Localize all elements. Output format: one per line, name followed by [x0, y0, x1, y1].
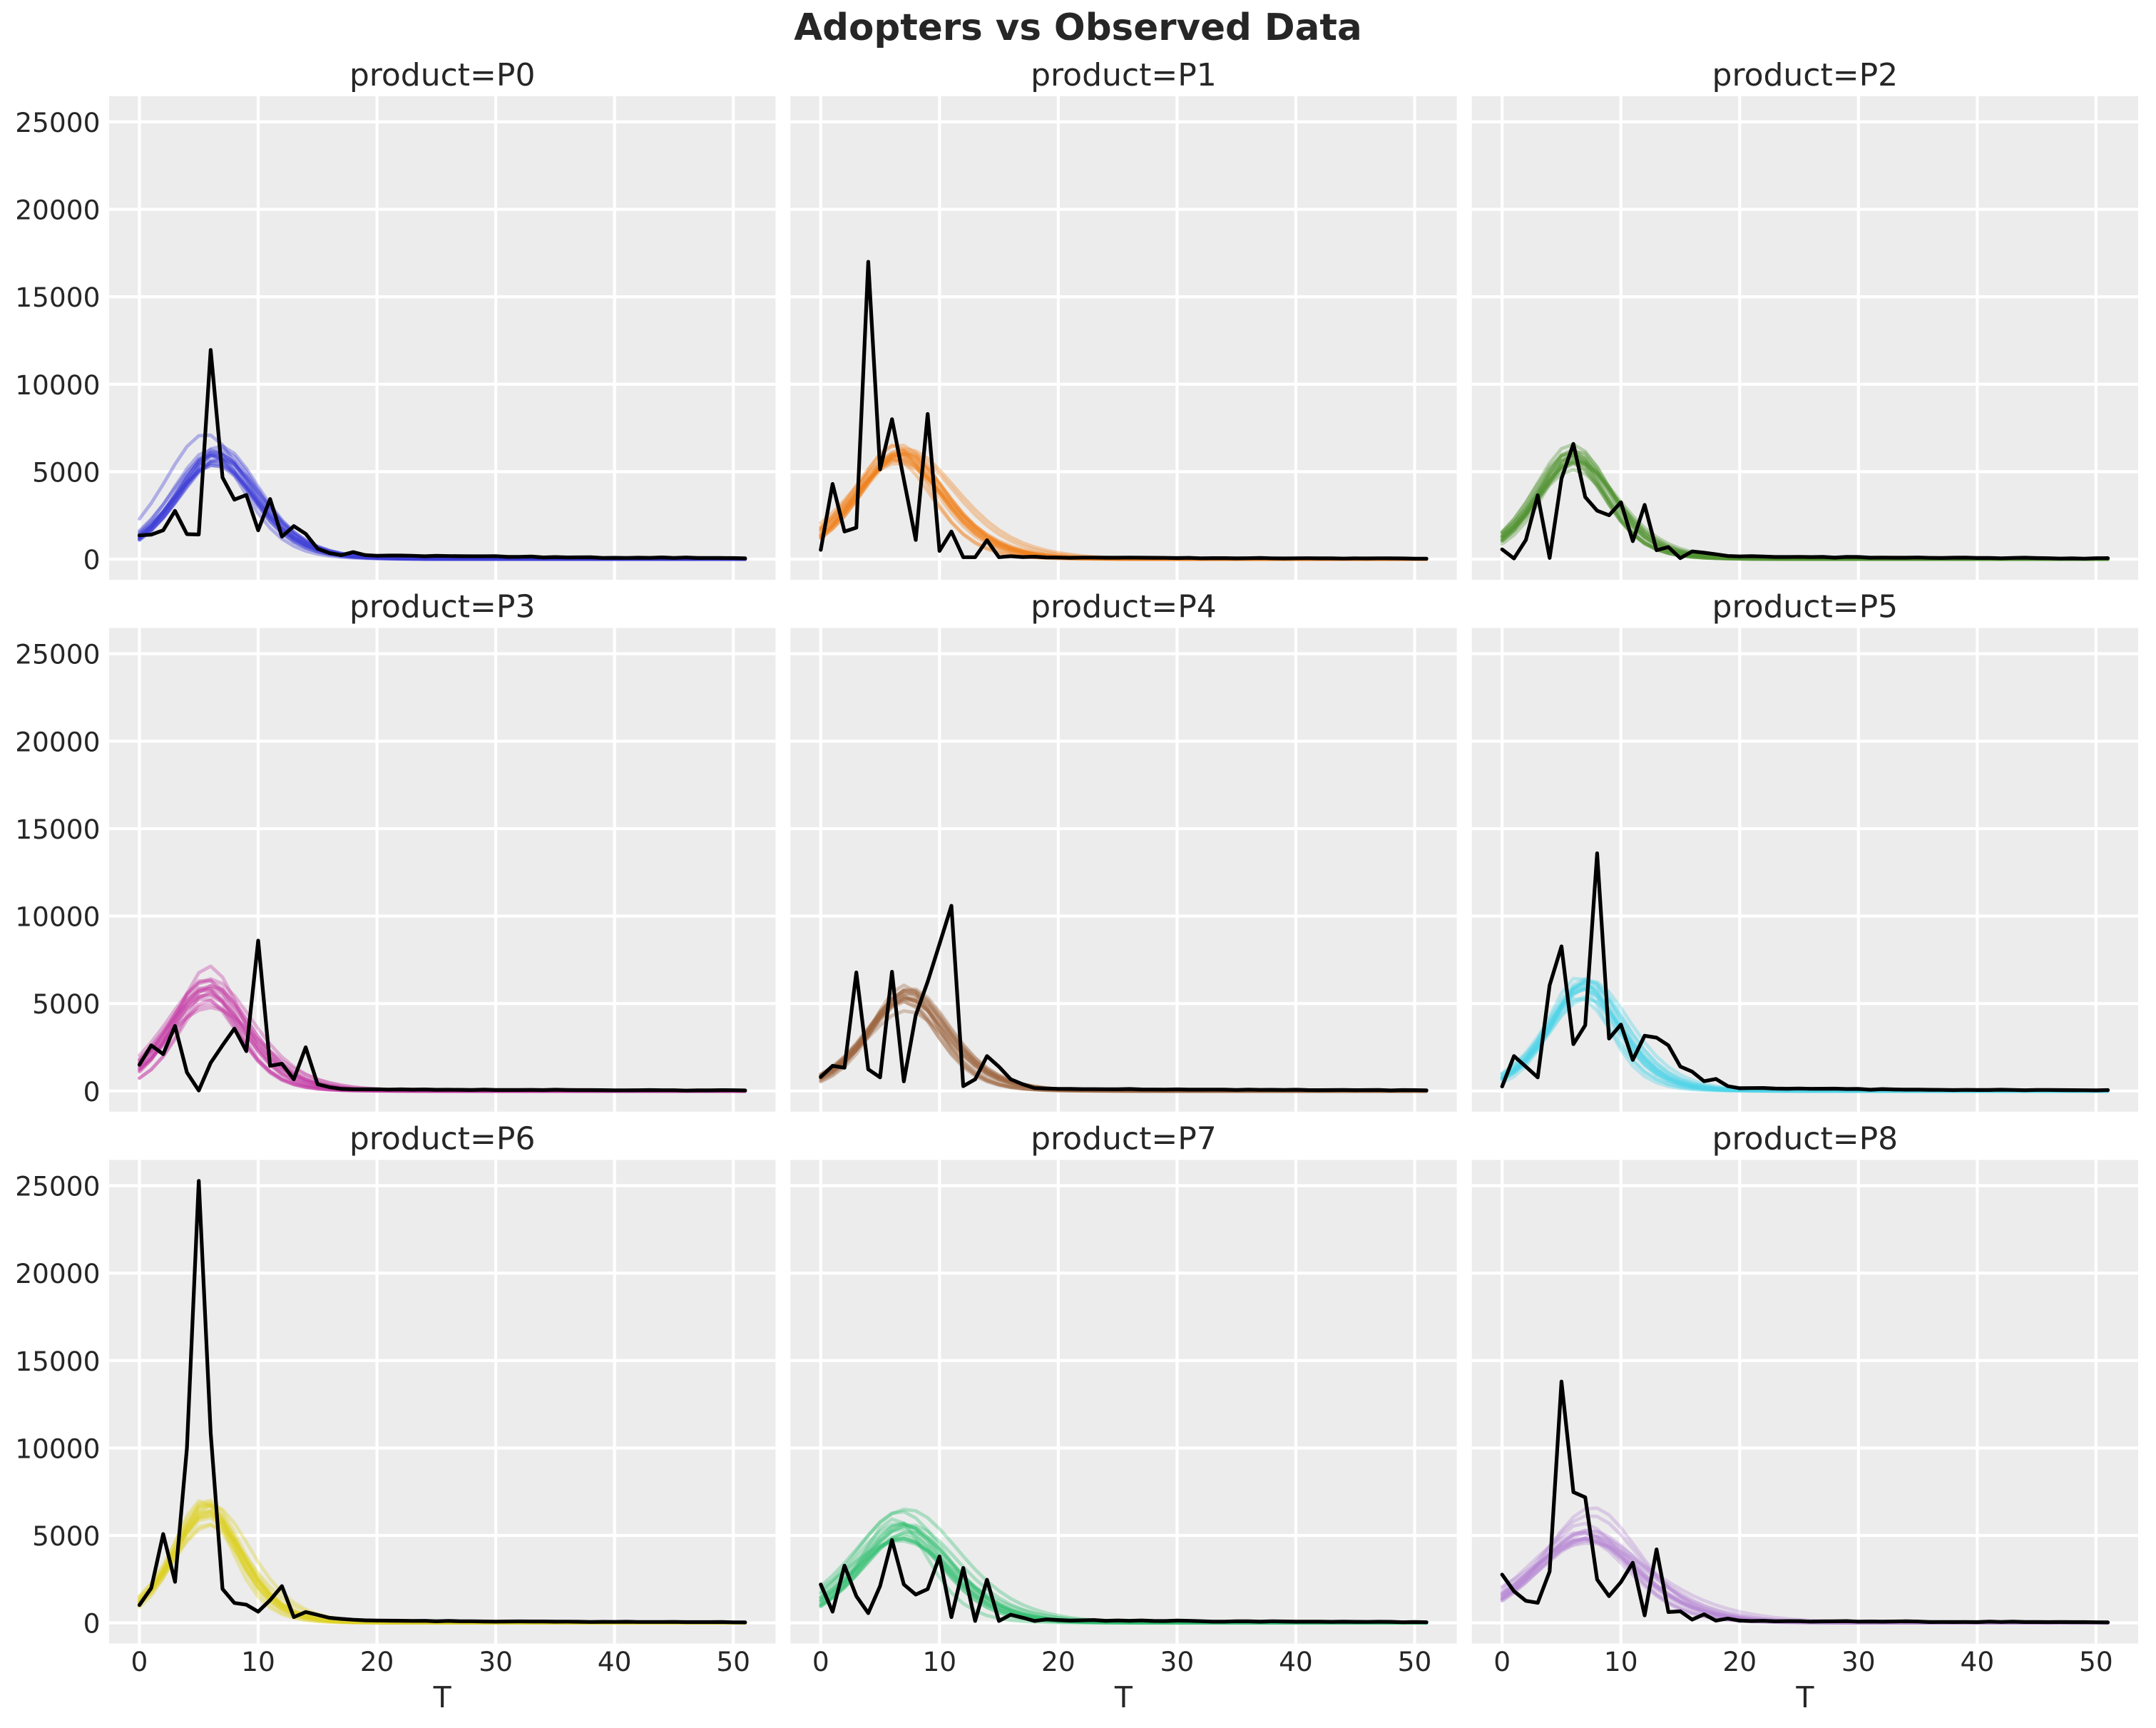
y-tick-label: 20000 — [15, 1258, 100, 1289]
observed-line — [819, 904, 1429, 1093]
x-tick-label: 20 — [1041, 1646, 1076, 1677]
subplot-title: product=P8 — [1712, 1120, 1899, 1157]
y-tick-label: 10000 — [15, 369, 100, 401]
observed-line — [819, 1538, 1429, 1625]
x-tick-label: 50 — [716, 1646, 750, 1677]
y-tick-label: 20000 — [15, 726, 100, 757]
observed-line — [137, 1179, 747, 1625]
subplot-P8: product=P8 0 10 20 30 40 50 T — [1471, 1120, 2138, 1714]
y-tick-label: 0 — [83, 1608, 101, 1640]
observed-line — [137, 939, 747, 1093]
subplot-P7: product=P7 0 10 20 30 40 50 T — [790, 1120, 1457, 1714]
x-tick-label: 10 — [1604, 1646, 1638, 1677]
subplot-P0: product=P0 0 5000 10000 15000 20000 25000 — [15, 57, 776, 581]
x-tick-label: 50 — [2079, 1646, 2113, 1677]
subplot-title: product=P2 — [1712, 57, 1899, 93]
x-tick-label: 10 — [922, 1646, 956, 1677]
x-tick-label: 40 — [1279, 1646, 1313, 1677]
x-tick-label: 0 — [812, 1646, 829, 1677]
subplot-P1: product=P1 — [790, 57, 1457, 581]
subplot-P4: product=P4 — [790, 589, 1457, 1112]
subplot-title: product=P1 — [1031, 57, 1217, 93]
y-tick-label: 25000 — [15, 107, 100, 138]
subplot-title: product=P5 — [1712, 589, 1899, 625]
y-tick-label: 25000 — [15, 1171, 100, 1202]
y-tick-label: 15000 — [15, 282, 100, 313]
axes-background — [790, 628, 1457, 1112]
y-tick-label: 15000 — [15, 1346, 100, 1377]
y-tick-label: 15000 — [15, 814, 100, 845]
subplot-P3: product=P3 0 5000 10000 15000 20000 25000 — [15, 589, 776, 1112]
subplot-title: product=P3 — [349, 589, 536, 625]
grid-lines — [790, 1160, 1457, 1644]
subplot-title: product=P7 — [1031, 1120, 1217, 1157]
y-tick-label: 0 — [83, 544, 101, 576]
x-tick-label: 20 — [360, 1646, 394, 1677]
y-tick-label: 5000 — [32, 1520, 100, 1552]
x-axis-label: T — [433, 1680, 452, 1714]
axes-background — [790, 96, 1457, 581]
x-tick-label: 0 — [131, 1646, 148, 1677]
x-tick-label: 30 — [1841, 1646, 1876, 1677]
y-tick-label: 5000 — [32, 456, 100, 488]
axes-background — [109, 96, 776, 581]
x-tick-label: 40 — [1960, 1646, 1994, 1677]
y-tick-label: 10000 — [15, 1433, 100, 1464]
grid-lines — [109, 96, 776, 580]
axes-background — [109, 628, 776, 1112]
subplot-P5: product=P5 — [1471, 589, 2138, 1112]
x-tick-label: 50 — [1398, 1646, 1432, 1677]
y-tick-label: 25000 — [15, 639, 100, 670]
observed-line — [819, 260, 1429, 561]
x-tick-label: 30 — [479, 1646, 513, 1677]
figure-title: Adopters vs Observed Data — [794, 6, 1361, 49]
subplot-title: product=P6 — [349, 1120, 536, 1157]
observed-line — [1500, 851, 2110, 1093]
x-tick-label: 40 — [598, 1646, 632, 1677]
x-tick-label: 10 — [241, 1646, 275, 1677]
grid-lines — [790, 96, 1457, 580]
observed-line — [137, 348, 747, 561]
y-tick-label: 0 — [83, 1076, 101, 1108]
subplot-title: product=P4 — [1031, 589, 1217, 625]
x-tick-label: 20 — [1722, 1646, 1757, 1677]
x-tick-label: 0 — [1493, 1646, 1511, 1677]
x-axis-label: T — [1795, 1680, 1814, 1714]
axes-background — [1471, 96, 2138, 581]
subplot-title: product=P0 — [349, 57, 536, 93]
observed-line — [1500, 1379, 2110, 1625]
observed-line — [1500, 441, 2110, 561]
x-axis-label: T — [1114, 1680, 1133, 1714]
grid-lines — [1471, 628, 2138, 1112]
x-tick-label: 30 — [1160, 1646, 1195, 1677]
grid-lines — [790, 628, 1457, 1112]
subplot-P6: product=P6 0 5000 10000 15000 20000 25000 0 10 20… — [15, 1120, 776, 1714]
y-tick-label: 10000 — [15, 901, 100, 933]
subplot-P2: product=P2 — [1471, 57, 2138, 581]
y-tick-label: 5000 — [32, 988, 100, 1020]
axes-background — [790, 1160, 1457, 1644]
axes-background — [1471, 1160, 2138, 1644]
y-tick-label: 20000 — [15, 195, 100, 226]
